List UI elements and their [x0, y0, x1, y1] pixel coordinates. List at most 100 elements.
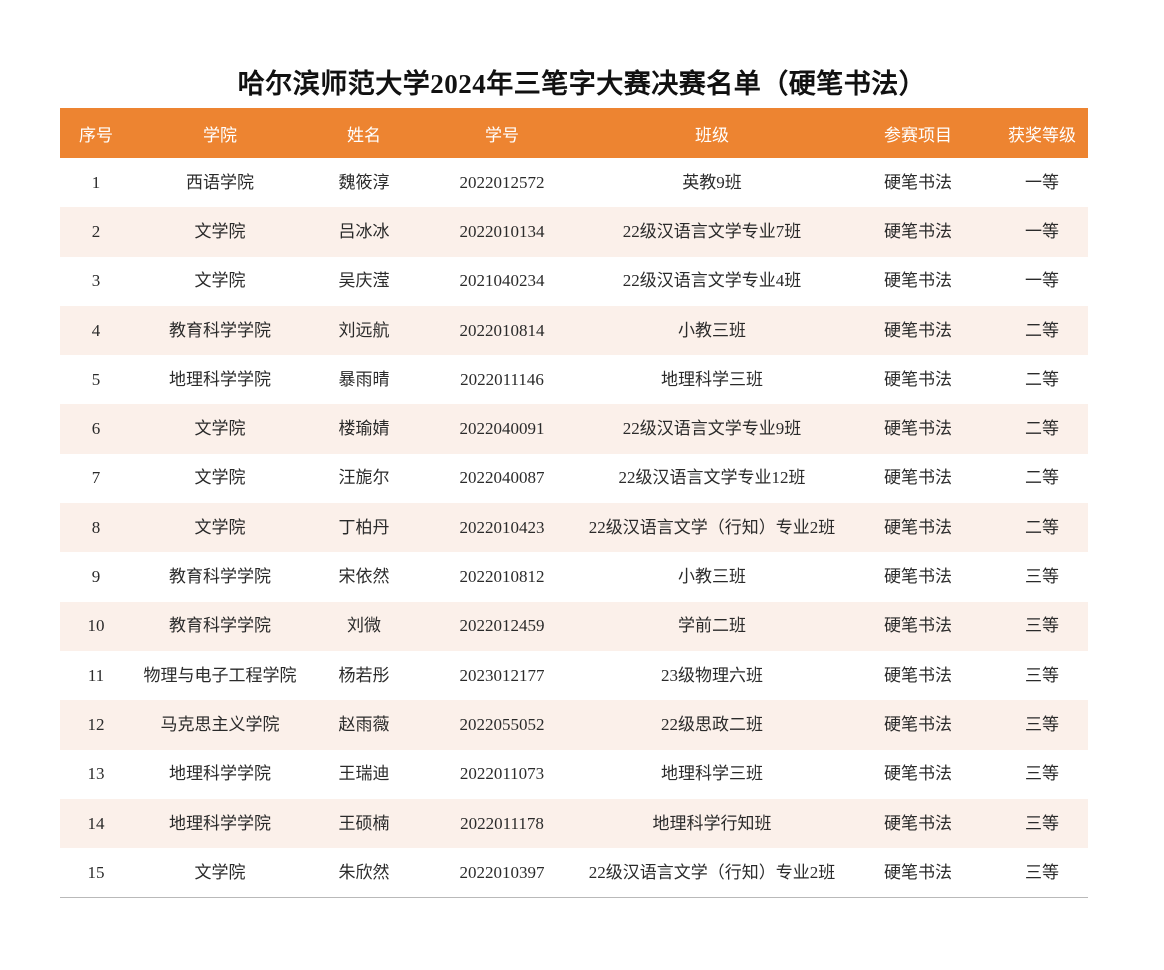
cell-event: 硬笔书法 — [884, 369, 952, 389]
cell-class: 学前二班 — [584, 601, 840, 651]
table-row: 11 物理与电子工程学院 杨若彤 2023012177 23级物理六班 硬笔书法 三等 — [60, 651, 1088, 700]
cell-class: 22级汉语言文学专业7班 — [584, 207, 840, 257]
cell-college: 文学院 — [132, 503, 308, 553]
column-header-college: 学院 — [132, 108, 308, 158]
cell-student-id: 2023012177 — [459, 665, 545, 685]
cell-student-id: 2022011146 — [460, 369, 544, 389]
cell-class: 22级汉语言文学（行知）专业2班 — [584, 848, 840, 899]
table-row: 4 教育科学学院 刘远航 2022010814 小教三班 硬笔书法 二等 — [60, 305, 1088, 356]
cell-index: 9 — [91, 567, 101, 587]
cell-event: 硬笔书法 — [840, 207, 996, 257]
cell-index: 14 — [60, 798, 132, 849]
cell-college: 地理科学学院 — [169, 764, 271, 784]
cell-class: 小教三班 — [678, 567, 746, 587]
table-row: 15 文学院 朱欣然 2022010397 22级汉语言文学（行知）专业2班 硬笔书法 三等 — [60, 848, 1088, 899]
cell-student-id: 2022010134 — [420, 207, 584, 257]
cell-student-id: 2022011178 — [420, 798, 584, 849]
table-row: 7 文学院 汪旎尔 2022040087 22级汉语言文学专业12班 硬笔书法 二等 — [60, 454, 1088, 503]
cell-college: 文学院 — [194, 271, 246, 291]
cell-award: 二等 — [996, 503, 1088, 553]
cell-event: 硬笔书法 — [840, 848, 996, 899]
cell-name: 王硕楠 — [308, 798, 420, 849]
page-title: 哈尔滨师范大学2024年三笔字大赛决赛名单（硬笔书法） — [237, 69, 927, 99]
column-header-name: 姓名 — [308, 108, 420, 158]
cell-student-id: 2022012459 — [420, 601, 584, 651]
cell-class: 小教三班 — [584, 305, 840, 356]
cell-index: 5 — [91, 369, 101, 389]
cell-student-id: 2022011073 — [459, 764, 545, 784]
table-row: 8 文学院 丁柏丹 2022010423 22级汉语言文学（行知）专业2班 硬笔书法 二等 — [60, 503, 1088, 553]
cell-college: 文学院 — [132, 404, 308, 454]
table-row: 2 文学院 吕冰冰 2022010134 22级汉语言文学专业7班 硬笔书法 一等 — [60, 207, 1088, 257]
cell-class: 22级汉语言文学（行知）专业2班 — [584, 503, 840, 553]
cell-name: 宋依然 — [338, 567, 390, 587]
cell-index: 12 — [60, 700, 132, 750]
cell-award: 三等 — [996, 601, 1088, 651]
cell-college: 马克思主义学院 — [132, 700, 308, 750]
table-row: 5 地理科学学院 暴雨晴 2022011146 地理科学三班 硬笔书法 二等 — [60, 355, 1088, 404]
cell-student-id: 2022040087 — [459, 468, 545, 488]
cell-class: 22级思政二班 — [584, 700, 840, 750]
cell-student-id: 2022010814 — [420, 305, 584, 356]
cell-name: 杨若彤 — [338, 665, 390, 685]
cell-class: 22级汉语言文学专业4班 — [622, 271, 802, 291]
results-table: 序号 学院 姓名 学号 班级 参赛项目 获奖等级 1 西语学院 魏筱淳 2022012572 英教9… — [60, 108, 1088, 899]
cell-name: 朱欣然 — [308, 848, 420, 899]
cell-name: 刘微 — [308, 601, 420, 651]
column-header-award: 获奖等级 — [996, 108, 1088, 158]
column-header-index: 序号 — [60, 108, 132, 158]
table-header-row: 序号 学院 姓名 学号 班级 参赛项目 获奖等级 — [60, 108, 1088, 158]
cell-college: 西语学院 — [186, 172, 254, 192]
table-row: 1 西语学院 魏筱淳 2022012572 英教9班 硬笔书法 一等 — [60, 158, 1088, 207]
table-row: 14 地理科学学院 王硕楠 2022011178 地理科学行知班 硬笔书法 三等 — [60, 798, 1088, 849]
cell-name: 楼瑜婧 — [308, 404, 420, 454]
cell-index: 11 — [87, 665, 105, 685]
cell-name: 王瑞迪 — [338, 764, 390, 784]
cell-class: 22级汉语言文学专业12班 — [618, 468, 806, 488]
cell-award: 二等 — [1025, 369, 1059, 389]
table-row: 3 文学院 吴庆滢 2021040234 22级汉语言文学专业4班 硬笔书法 一等 — [60, 257, 1088, 306]
cell-student-id: 2022055052 — [420, 700, 584, 750]
table-row: 6 文学院 楼瑜婧 2022040091 22级汉语言文学专业9班 硬笔书法 二等 — [60, 404, 1088, 454]
table-row: 12 马克思主义学院 赵雨薇 2022055052 22级思政二班 硬笔书法 三等 — [60, 700, 1088, 750]
cell-event: 硬笔书法 — [884, 468, 952, 488]
cell-name: 赵雨薇 — [308, 700, 420, 750]
cell-award: 三等 — [996, 848, 1088, 899]
table-row: 13 地理科学学院 王瑞迪 2022011073 地理科学三班 硬笔书法 三等 — [60, 750, 1088, 799]
cell-index: 4 — [60, 305, 132, 356]
cell-name: 丁柏丹 — [308, 503, 420, 553]
cell-award: 二等 — [996, 404, 1088, 454]
cell-class: 22级汉语言文学专业9班 — [584, 404, 840, 454]
cell-index: 7 — [91, 468, 101, 488]
cell-award: 三等 — [996, 798, 1088, 849]
cell-event: 硬笔书法 — [840, 601, 996, 651]
cell-award: 二等 — [1025, 468, 1059, 488]
cell-name: 暴雨晴 — [338, 369, 390, 389]
cell-index: 10 — [60, 601, 132, 651]
cell-student-id: 2022012572 — [459, 172, 545, 192]
cell-event: 硬笔书法 — [840, 404, 996, 454]
cell-name: 吕冰冰 — [308, 207, 420, 257]
cell-class: 地理科学三班 — [661, 369, 763, 389]
cell-student-id: 2022010397 — [420, 848, 584, 899]
cell-student-id: 2022010423 — [420, 503, 584, 553]
column-header-student-id: 学号 — [420, 108, 584, 158]
cell-class: 英教9班 — [682, 172, 742, 192]
cell-college: 教育科学学院 — [169, 567, 271, 587]
table-row: 10 教育科学学院 刘微 2022012459 学前二班 硬笔书法 三等 — [60, 601, 1088, 651]
cell-index: 3 — [91, 271, 101, 291]
cell-student-id: 2021040234 — [459, 271, 545, 291]
cell-event: 硬笔书法 — [884, 567, 952, 587]
cell-event: 硬笔书法 — [840, 700, 996, 750]
cell-award: 一等 — [996, 207, 1088, 257]
cell-event: 硬笔书法 — [884, 271, 952, 291]
cell-college: 地理科学学院 — [169, 369, 271, 389]
cell-student-id: 2022040091 — [420, 404, 584, 454]
cell-event: 硬笔书法 — [840, 503, 996, 553]
cell-event: 硬笔书法 — [840, 798, 996, 849]
cell-award: 二等 — [996, 305, 1088, 356]
cell-student-id: 2022010812 — [459, 567, 545, 587]
cell-award: 一等 — [1025, 172, 1059, 192]
cell-college: 文学院 — [132, 848, 308, 899]
cell-college: 教育科学学院 — [132, 601, 308, 651]
